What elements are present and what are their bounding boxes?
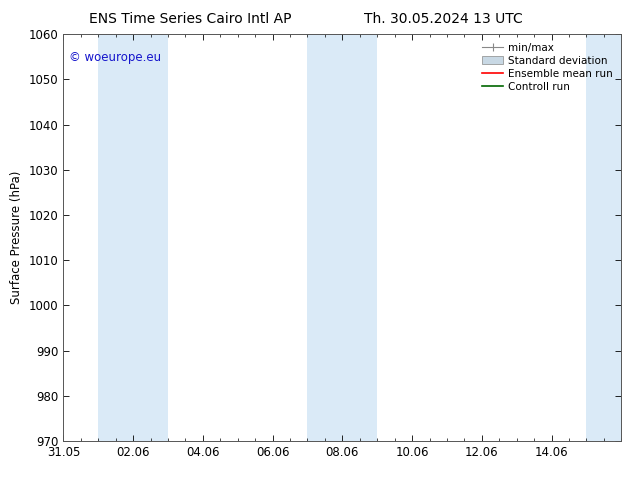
Bar [307, 34, 377, 441]
Bar [98, 34, 168, 441]
Text: © woeurope.eu: © woeurope.eu [69, 50, 161, 64]
Bar [586, 34, 621, 441]
Y-axis label: Surface Pressure (hPa): Surface Pressure (hPa) [10, 171, 23, 304]
Legend: min/max, Standard deviation, Ensemble mean run, Controll run: min/max, Standard deviation, Ensemble me… [479, 40, 616, 95]
Text: Th. 30.05.2024 13 UTC: Th. 30.05.2024 13 UTC [365, 12, 523, 26]
Text: ENS Time Series Cairo Intl AP: ENS Time Series Cairo Intl AP [89, 12, 292, 26]
